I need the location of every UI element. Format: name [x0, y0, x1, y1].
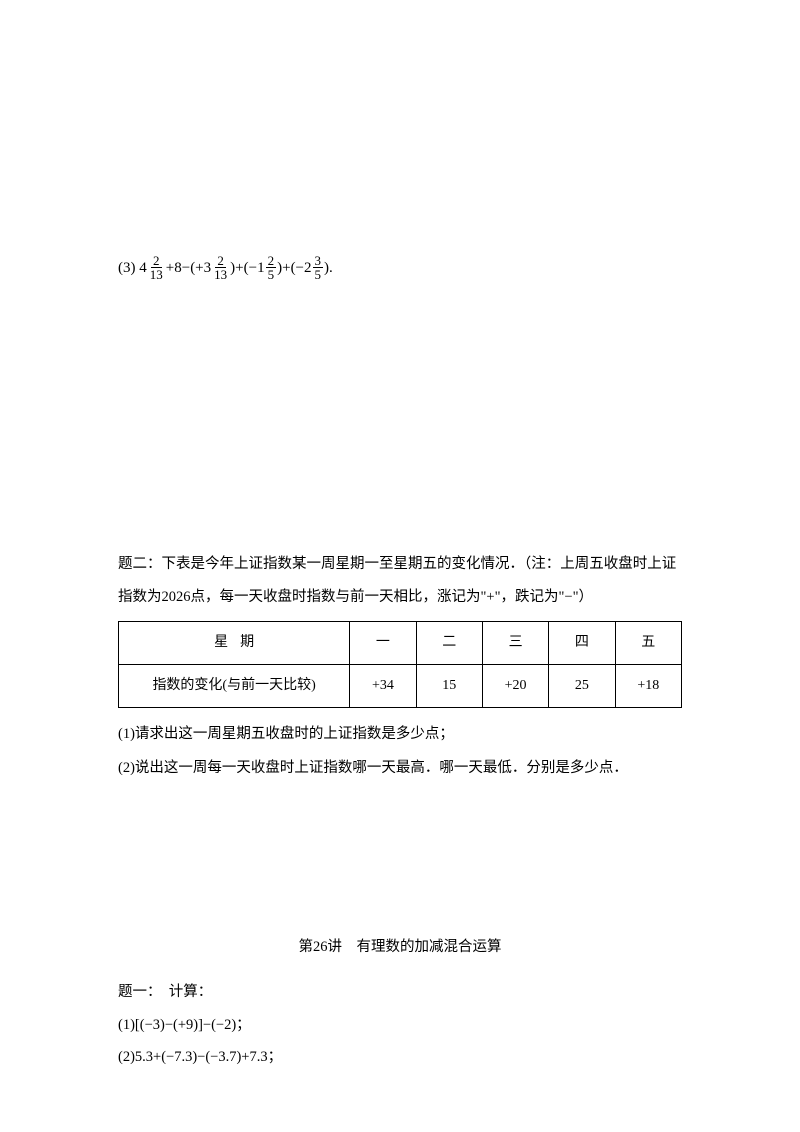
val-5: +18: [615, 665, 681, 708]
day-3: 三: [482, 621, 548, 664]
val-4: 25: [549, 665, 615, 708]
day-2: 二: [416, 621, 482, 664]
ans-header: 题一： 计算：: [118, 976, 682, 1009]
prob2-q1: (1)请求出这一周星期五收盘时的上证指数是多少点；: [118, 718, 682, 751]
table-row: 指数的变化(与前一天比较) +34 15 +20 25 +18: [119, 665, 682, 708]
val-1: +34: [350, 665, 416, 708]
ans-line2: (2)5.3+(−7.3)−(−3.7)+7.3；: [118, 1041, 682, 1074]
lparen-2: (+: [190, 256, 203, 280]
prob2-intro-line1: 题二：下表是今年上证指数某一周星期一至星期五的变化情况．（注：上周五收盘时上证: [118, 548, 682, 581]
op-3: +: [235, 256, 243, 280]
term-3: 3 213: [204, 254, 231, 281]
lecture-title: 第26讲 有理数的加减混合运算: [0, 936, 800, 959]
day-1: 一: [350, 621, 416, 664]
header-label: 星期: [119, 621, 350, 664]
term-1: 4 213: [139, 254, 166, 281]
op-1: +: [166, 256, 174, 280]
lparen-4: (−: [291, 256, 304, 280]
term-5: 2 35: [304, 254, 324, 281]
lparen-3: (−: [244, 256, 257, 280]
problem-2: 题二：下表是今年上证指数某一周星期一至星期五的变化情况．（注：上周五收盘时上证 …: [118, 548, 682, 785]
expr-tail: .: [329, 256, 333, 280]
expression-3: (3) 4 213 + 8 − (+ 3 213 ) + (− 1 25 ) +…: [118, 254, 333, 281]
index-change-table: 星期 一 二 三 四 五 指数的变化(与前一天比较) +34 15 +20 25…: [118, 621, 682, 709]
table-row: 星期 一 二 三 四 五: [119, 621, 682, 664]
ans-line1: (1)[(−3)−(+9)]−(−2)；: [118, 1009, 682, 1042]
op-2: −: [182, 256, 190, 280]
op-4: +: [282, 256, 290, 280]
day-5: 五: [615, 621, 681, 664]
answer-block: 题一： 计算： (1)[(−3)−(+9)]−(−2)； (2)5.3+(−7.…: [118, 976, 682, 1074]
day-4: 四: [549, 621, 615, 664]
prob2-intro-line2: 指数为2026点，每一天收盘时指数与前一天相比，涨记为"+"，跌记为"−"）: [118, 581, 682, 614]
prob2-q2: (2)说出这一周每一天收盘时上证指数哪一天最高．哪一天最低．分别是多少点．: [118, 752, 682, 785]
term-4: 1 25: [257, 254, 277, 281]
row-label: 指数的变化(与前一天比较): [119, 665, 350, 708]
term-2: 8: [174, 256, 182, 280]
val-3: +20: [482, 665, 548, 708]
expr-label: (3): [118, 256, 136, 280]
val-2: 15: [416, 665, 482, 708]
